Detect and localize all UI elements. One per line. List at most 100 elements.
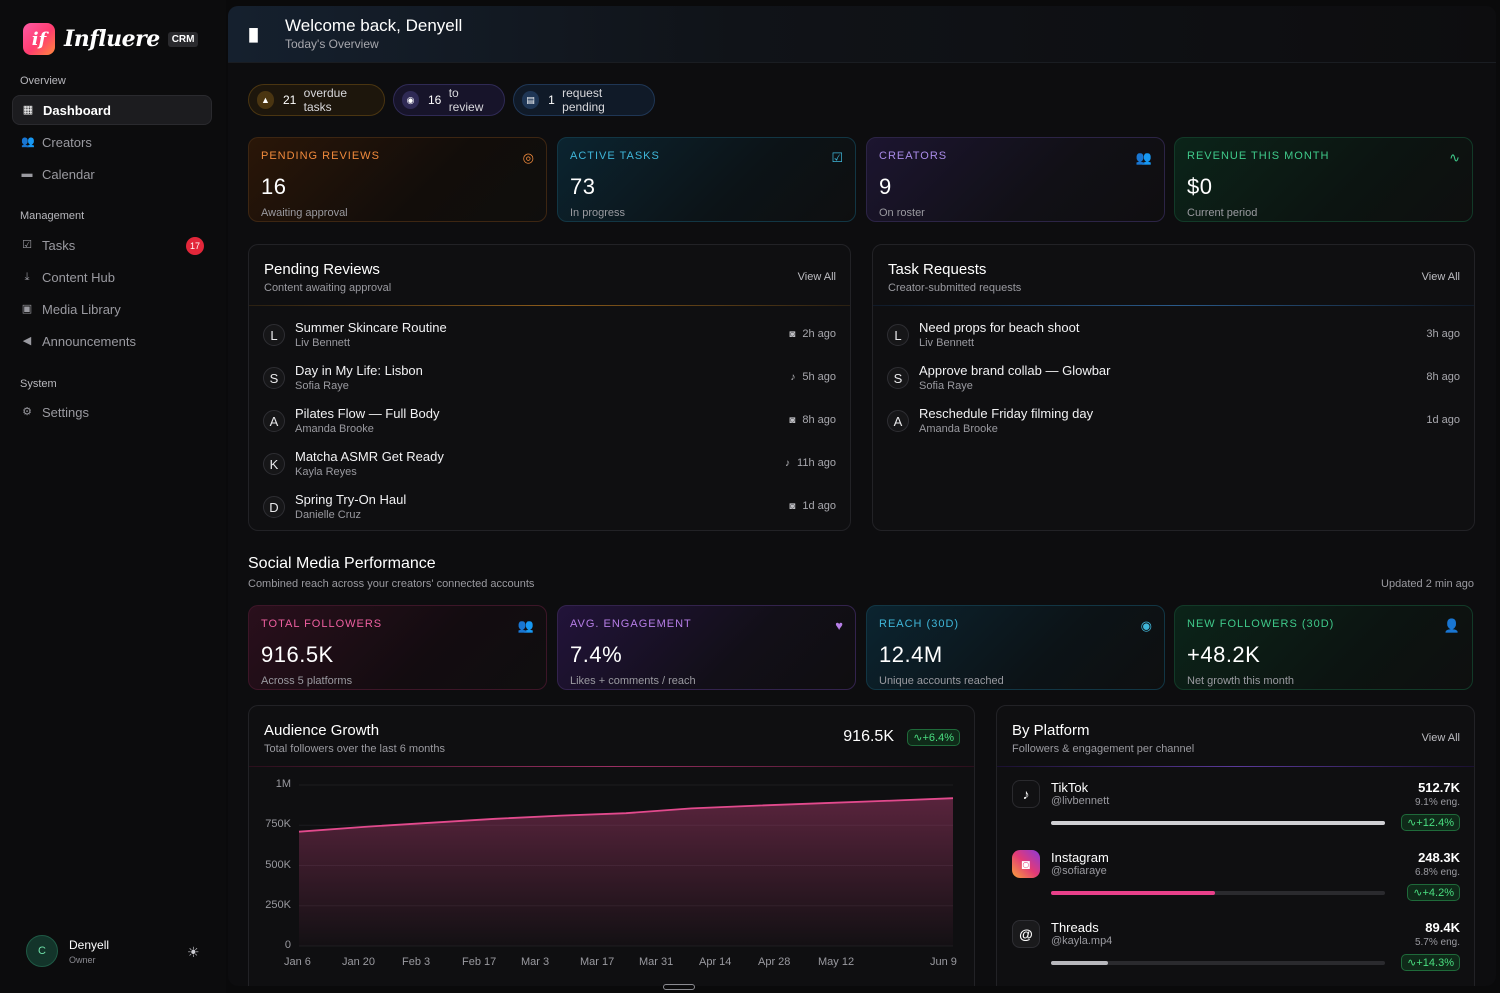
list-item[interactable]: S Day in My Life: Lisbon Sofia Raye ♪ 5h … [249,363,850,406]
stat-label: Avg. Engagement [570,618,692,630]
to-review-pill[interactable]: ◉ 16 to review [393,84,505,116]
platform-name: Threads [1051,920,1099,935]
list-item[interactable]: A Pilates Flow — Full Body Amanda Brooke… [249,406,850,449]
divider [997,766,1474,767]
stat-value: 73 [570,174,596,199]
instagram-icon: ◙ [789,329,796,340]
eye-icon: ◉ [1140,618,1152,633]
avatar: L [887,324,909,346]
platform-name: Instagram [1051,850,1109,865]
document-icon: ▤ [522,91,540,109]
eye-icon: ◉ [402,91,419,109]
main-content: ▐▌ Welcome back, Denyell Today's Overvie… [228,6,1496,986]
users-icon: 👥 [517,618,534,633]
sidebar-toggle-icon[interactable]: ▐▌ [245,28,263,42]
view-all-link[interactable]: View All [1421,271,1460,283]
stat-sub: Current period [1187,207,1258,219]
share-bar-fill [1051,891,1215,895]
stat-label: Reach (30D) [879,618,960,630]
share-bar [1051,891,1385,895]
y-tick-label: 750K [265,818,291,831]
list-item[interactable]: S Approve brand collab — Glowbar Sofia R… [873,363,1474,406]
pill-text: request pending [562,86,605,114]
list-item[interactable]: A Reschedule Friday filming day Amanda B… [873,406,1474,449]
stat-sub: Likes + comments / reach [570,675,696,687]
sun-icon[interactable]: ☀ [187,944,200,960]
stat-value: 916.5K [261,642,334,667]
list-item[interactable]: K Matcha ASMR Get Ready Kayla Reyes ♪ 11h… [249,449,850,492]
stat-revenue[interactable]: Revenue This Month $0 Current period ∿ [1174,137,1473,222]
delta-text: +12.4% [1416,817,1454,829]
list-item[interactable]: D Spring Try-On Haul Danielle Cruz ◙ 1d a… [249,492,850,530]
stat-value: $0 [1187,174,1213,199]
stat-sub: Unique accounts reached [879,675,1004,687]
section-title: Social Media Performance [248,555,436,572]
sidebar-item-media-library[interactable]: ▣ Media Library [12,294,212,324]
stat-reach[interactable]: Reach (30D) 12.4M Unique accounts reache… [866,605,1165,690]
sidebar-item-label: Announcements [42,333,136,349]
list-item[interactable]: L Need props for beach shoot Liv Bennett… [873,320,1474,363]
platform-engagement: 6.8% eng. [1414,867,1460,878]
sidebar-item-calendar[interactable]: ▬ Calendar [12,159,212,189]
x-tick-label: Jan 20 [342,956,376,968]
stat-pending-reviews[interactable]: Pending Reviews 16 Awaiting approval ◎ [248,137,547,222]
stat-sub: Awaiting approval [261,207,348,219]
trend-icon: ∿ [1407,957,1417,969]
scroll-handle[interactable] [663,984,695,990]
card-subtitle: Content awaiting approval [264,282,392,294]
stat-value: 9 [879,174,892,199]
view-all-link[interactable]: View All [797,271,836,283]
sidebar-item-tasks[interactable]: ☑ Tasks 17 [12,230,212,260]
item-author: Sofia Raye [295,380,349,392]
sidebar-item-label: Content Hub [42,269,115,285]
item-author: Amanda Brooke [919,423,998,435]
stat-creators[interactable]: Creators 9 On roster 👥 [866,137,1165,222]
avatar: A [263,410,285,432]
user-name: Denyell [69,937,110,952]
avatar: K [263,453,285,475]
stat-value: 7.4% [570,642,623,667]
sidebar-item-label: Media Library [42,301,121,317]
platform-followers: 512.7K [1418,780,1460,795]
sidebar-item-creators[interactable]: 👥 Creators [12,127,212,157]
sidebar-item-label: Calendar [42,166,95,182]
grid-icon: ▦ [22,104,34,116]
stat-label: Revenue This Month [1187,150,1330,162]
threads-icon: @ [1012,920,1040,948]
stat-avg-engagement[interactable]: Avg. Engagement 7.4% Likes + comments / … [557,605,856,690]
item-title: Summer Skincare Routine [295,320,447,335]
sidebar-item-content-hub[interactable]: ⤓ Content Hub [12,262,212,292]
view-all-link[interactable]: View All [1421,732,1460,744]
sidebar-item-settings[interactable]: ⚙ Settings [12,397,212,427]
logo[interactable]: if Influere CRM [23,23,199,55]
task-requests-card: Task Requests Creator-submitted requests… [872,244,1475,531]
user-profile[interactable]: C Denyell Owner [26,935,109,967]
platform-delta-badge: ∿+14.3% [1401,954,1460,971]
heart-icon: ♥ [835,618,843,633]
platform-row-threads[interactable]: @ Threads @kayla.mp4 89.4K 5.7% eng. ∿+1… [997,920,1474,986]
item-author: Liv Bennett [295,337,351,349]
upload-icon: ⤓ [24,271,30,283]
platform-row-tiktok[interactable]: ♪ TikTok @livbennett 512.7K 9.1% eng. ∿+… [997,780,1474,850]
megaphone-icon: ◀ [22,335,32,347]
stat-total-followers[interactable]: Total Followers 916.5K Across 5 platform… [248,605,547,690]
sidebar-item-announcements[interactable]: ◀ Announcements [12,326,212,356]
sidebar-item-dashboard[interactable]: ▦ Dashboard [12,95,212,125]
platform-row-instagram[interactable]: ◙ Instagram @sofiaraye 248.3K 6.8% eng. … [997,850,1474,920]
x-tick-label: Jan 6 [284,956,311,968]
list-item[interactable]: L Summer Skincare Routine Liv Bennett ◙ 2… [249,320,850,363]
stat-active-tasks[interactable]: Active Tasks 73 In progress ☑ [557,137,856,222]
share-bar [1051,821,1385,825]
stat-new-followers[interactable]: New Followers (30D) +48.2K Net growth th… [1174,605,1473,690]
avatar: L [263,324,285,346]
request-pending-pill[interactable]: ▤ 1 request pending [513,84,655,116]
overdue-tasks-pill[interactable]: ▲ 21 overdue tasks [248,84,385,116]
nav-section-management: Management [20,210,85,222]
item-time: 5h ago [802,371,836,383]
card-subtitle: Total followers over the last 6 months [264,743,445,755]
instagram-icon: ◙ [1012,850,1040,878]
page-title: Welcome back, Denyell [285,16,463,35]
page-subtitle: Today's Overview [285,37,379,51]
topbar: ▐▌ Welcome back, Denyell Today's Overvie… [228,6,1496,63]
item-title: Approve brand collab — Glowbar [919,363,1111,378]
